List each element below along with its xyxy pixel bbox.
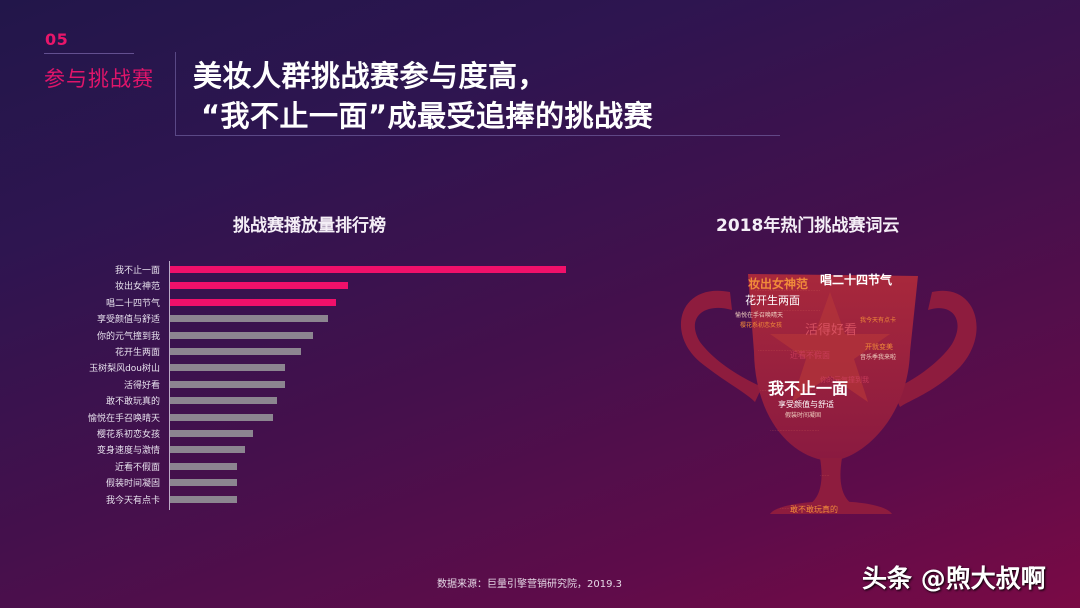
- bar: [170, 462, 238, 470]
- bar: [170, 479, 238, 487]
- bar-row: 花开生两面: [0, 344, 600, 361]
- bar: [170, 331, 313, 339]
- bar-row: 愉悦在手召唤晴天: [0, 410, 600, 427]
- svg-text:······························: ········································…: [755, 308, 821, 314]
- bar-row: 玉树梨风dou树山: [0, 360, 600, 377]
- headline-line-1: 美妆人群挑战赛参与度高，: [193, 59, 548, 93]
- trophy-icon: ········································…: [680, 272, 977, 514]
- svg-text:近看不假面: 近看不假面: [790, 350, 830, 360]
- svg-text:我今天有点卡: 我今天有点卡: [860, 316, 896, 324]
- bar-label: 唱二十四节气: [105, 298, 160, 309]
- section-title: 参与挑战赛: [44, 67, 154, 91]
- svg-text:······: ······: [820, 473, 830, 479]
- bar-row: 我今天有点卡: [0, 492, 600, 509]
- bar-row: 近看不假面: [0, 459, 600, 476]
- bar: [170, 315, 329, 323]
- bar: [170, 380, 285, 388]
- svg-text:······························: ·······························: [780, 506, 830, 512]
- svg-text:享受颜值与舒适: 享受颜值与舒适: [778, 399, 834, 409]
- svg-text:樱花系初恋女孩: 樱花系初恋女孩: [740, 321, 782, 329]
- section-divider: [44, 53, 134, 54]
- bar-label: 近看不假面: [114, 462, 160, 473]
- svg-text:假装时间凝固: 假装时间凝固: [785, 411, 821, 419]
- bar-row: 活得好看: [0, 377, 600, 394]
- bar-label: 我今天有点卡: [105, 495, 160, 506]
- data-source: 数据来源：巨量引擎营销研究院，2019.3: [437, 579, 622, 590]
- bar: [170, 446, 246, 454]
- wordcloud-title: 2018年热门挑战赛词云: [716, 216, 900, 236]
- svg-text:······························: ····································: [760, 388, 818, 394]
- section-number: 05: [45, 30, 69, 49]
- bar-label: 花开生两面: [114, 348, 160, 358]
- svg-text:唱二十四节气: 唱二十四节气: [820, 272, 892, 287]
- bar-label: 妆出女神范: [114, 282, 160, 293]
- bar-row: 唱二十四节气: [0, 295, 600, 312]
- svg-text:音乐季我来啦: 音乐季我来啦: [860, 353, 896, 361]
- bar-row: 樱花系初恋女孩: [0, 426, 600, 443]
- bar-row: 敢不敢玩真的: [0, 393, 600, 410]
- bar-label: 樱花系初恋女孩: [96, 430, 160, 440]
- svg-text:愉悦在手召唤晴天: 愉悦在手召唤晴天: [735, 311, 783, 319]
- bar-label: 活得好看: [123, 380, 160, 391]
- bar-label: 变身速度与激情: [96, 446, 160, 457]
- bar-label: 享受颜值与舒适: [96, 315, 160, 326]
- bar: [170, 364, 285, 372]
- bar-label: 你的元气撞到我: [96, 331, 160, 342]
- svg-text:你的元气撞到我: 你的元气撞到我: [820, 375, 869, 384]
- headline-line-2: “我不止一面”成最受追捧的挑战赛: [201, 99, 654, 133]
- svg-text:······························: ·······························: [770, 428, 820, 434]
- trophy-wordcloud: ········································…: [670, 262, 990, 522]
- bar: [170, 348, 301, 355]
- bar: [170, 266, 566, 273]
- bar-row: 假装时间凝固: [0, 475, 600, 492]
- bar-chart-title: 挑战赛播放量排行榜: [233, 216, 386, 236]
- svg-text:······························: ·······································: [758, 348, 820, 354]
- bar: [170, 413, 273, 421]
- bar: [170, 298, 337, 306]
- bar-label: 玉树梨风dou树山: [89, 364, 160, 375]
- bar-row: 妆出女神范: [0, 278, 600, 295]
- svg-text:活得好看: 活得好看: [805, 322, 857, 338]
- bar-chart: 我不止一面妆出女神范唱二十四节气享受颜值与舒适 你的元气撞到我花开生两面玉树梨风d…: [0, 261, 600, 511]
- bar-row: 我不止一面: [0, 262, 600, 279]
- svg-text:我不止一面: 我不止一面: [768, 379, 848, 398]
- page-headline: 美妆人群挑战赛参与度高， “我不止一面”成最受追捧的挑战赛: [193, 56, 653, 136]
- bar-row: 变身速度与激情: [0, 442, 600, 459]
- svg-text:······························: ········································…: [755, 288, 821, 294]
- svg-text:花开生两面: 花开生两面: [745, 293, 800, 307]
- header-frame: [175, 52, 780, 136]
- bar: [170, 282, 349, 290]
- bar: [170, 430, 254, 437]
- svg-text:妆出女神范: 妆出女神范: [748, 276, 808, 291]
- bar-row: 你的元气撞到我: [0, 328, 600, 345]
- bar: [170, 495, 238, 503]
- bar-label: 假装时间凝固: [105, 479, 160, 490]
- bar: [170, 397, 277, 405]
- y-axis-line: [169, 261, 170, 510]
- watermark: 头条 @煦大叔啊: [862, 564, 1046, 593]
- bar-label: 愉悦在手召唤晴天: [87, 413, 160, 424]
- svg-text:开就变美: 开就变美: [865, 342, 893, 351]
- svg-text:敢不敢玩真的: 敢不敢玩真的: [790, 504, 838, 514]
- bar-row: 享受颜值与舒适: [0, 311, 600, 328]
- bar-label: 敢不敢玩真的: [105, 397, 160, 408]
- bar-label: 我不止一面: [114, 266, 160, 276]
